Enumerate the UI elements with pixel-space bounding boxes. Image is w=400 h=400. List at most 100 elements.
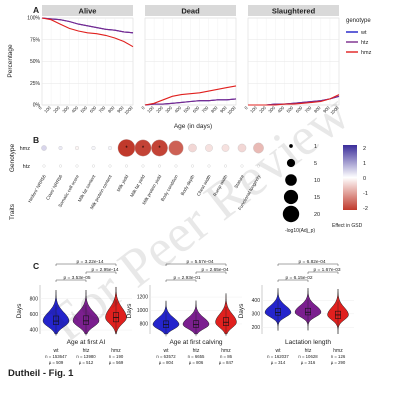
- category-label: hmz: [221, 348, 231, 354]
- trait-label: Stature: [233, 174, 245, 189]
- x-tick-label: 100: [43, 105, 52, 114]
- p-value-bracket: [307, 271, 339, 274]
- bubble: [42, 164, 46, 168]
- y-tick-label: 50%: [30, 59, 41, 65]
- x-tick-label: 200: [52, 105, 61, 114]
- bubble: [75, 164, 79, 168]
- bubble: [240, 164, 244, 168]
- facet-strip: [42, 5, 133, 16]
- y-axis-label: Genotype: [9, 144, 16, 173]
- p-value-bracket: [277, 263, 339, 266]
- x-tick-label: 200: [155, 105, 164, 114]
- n-label: n = 6655: [188, 354, 205, 359]
- series-line-hmz: [41, 17, 134, 48]
- y-tick-label: 1200: [137, 295, 148, 301]
- category-label: hmz: [111, 348, 121, 354]
- n-label: n = 126: [331, 354, 346, 359]
- x-tick-label: 0: [243, 105, 249, 111]
- x-tick-label: 800: [107, 105, 116, 114]
- p-value-label: p = 2.65e-04: [201, 267, 228, 273]
- bubble: [75, 146, 79, 150]
- x-tick-label: 900: [322, 105, 331, 114]
- p-value-label: p = 2.93e-01: [173, 275, 200, 281]
- x-tick-label: 1000: [226, 105, 237, 116]
- bubble: [125, 164, 128, 168]
- y-tick-label: 200: [252, 325, 261, 331]
- p-value-bracket: [277, 279, 309, 282]
- x-tick-label: 900: [116, 105, 125, 114]
- bubble: [205, 144, 213, 152]
- x-tick-label: 700: [304, 105, 313, 114]
- facet-title: Slaughtered: [272, 7, 316, 16]
- mean-label: µ = 512: [79, 360, 94, 365]
- significance-star: *: [158, 146, 161, 152]
- color-legend-bar: [343, 145, 357, 210]
- size-legend-label: 15: [314, 195, 320, 201]
- y-tick-label: 800: [30, 296, 39, 302]
- x-tick-label: 100: [146, 105, 155, 114]
- n-label: n = 162037: [267, 354, 289, 359]
- legend-title: genotype: [346, 18, 371, 24]
- size-legend-title: -log10(Adj_p): [285, 228, 315, 234]
- row-label: hmz: [20, 146, 31, 152]
- category-label: htz: [193, 348, 200, 354]
- y-tick-label: 600: [30, 312, 39, 318]
- size-legend-dot: [282, 205, 300, 223]
- bubble: [237, 143, 247, 153]
- row-label: htz: [23, 164, 31, 170]
- category-label: hmz: [333, 348, 343, 354]
- bubble: [221, 144, 230, 152]
- bubble: [108, 164, 112, 168]
- category-label: wt: [276, 348, 282, 354]
- x-tick-label: 400: [174, 105, 183, 114]
- bubble: [158, 164, 161, 168]
- y-axis-label: Percentage: [7, 44, 14, 78]
- x-tick-label: 700: [201, 105, 210, 114]
- y-tick-label: 100%: [27, 16, 40, 22]
- size-legend-dot: [285, 174, 297, 186]
- size-legend-label: 1: [314, 144, 317, 150]
- category-label: htz: [305, 348, 312, 354]
- x-tick-label: 500: [286, 105, 295, 114]
- box-wt: [53, 315, 59, 325]
- y-axis-label: Days: [238, 303, 245, 319]
- p-value-bracket: [85, 271, 117, 274]
- size-legend-label: 5: [314, 161, 317, 167]
- bubble: [257, 164, 260, 168]
- bubble: [188, 143, 197, 153]
- panel-c: C 400 600 800 p = 3.22e-14 p = 2.95e-14p = 3.…: [16, 259, 354, 365]
- panel-label-a: A: [33, 5, 39, 15]
- facet-title: Age at first AI: [67, 339, 106, 346]
- mean-label: µ = 290: [331, 360, 346, 365]
- panel-label-c: C: [33, 261, 39, 271]
- n-label: n = 153647: [45, 354, 67, 359]
- p-value-label: p = 6.15e-02: [285, 275, 312, 281]
- figure-caption: Dutheil - Fig. 1: [8, 368, 74, 379]
- bubble: [151, 139, 168, 157]
- mean-label: µ = 804: [159, 360, 174, 365]
- y-tick-label: 75%: [30, 37, 41, 43]
- bubble: [253, 142, 264, 154]
- facet-title: Alive: [79, 7, 97, 16]
- facet-title: Age at first calving: [169, 339, 222, 346]
- color-legend-tick: -2: [363, 206, 368, 212]
- series-line-hmz: [248, 94, 340, 106]
- size-legend-label: 10: [314, 178, 320, 184]
- category-label: wt: [54, 348, 60, 354]
- x-tick-label: 300: [164, 105, 173, 114]
- mean-label: µ = 847: [219, 360, 234, 365]
- p-value-bracket: [165, 263, 227, 266]
- facet-title: Dead: [181, 7, 200, 16]
- series-line-hmz: [144, 85, 237, 106]
- color-legend-tick: 2: [363, 146, 366, 152]
- bubble: [224, 164, 227, 168]
- n-label: n = 86: [220, 354, 233, 359]
- box-htz: [305, 307, 311, 316]
- x-tick-label: 600: [89, 105, 98, 114]
- size-legend-label: 20: [314, 212, 320, 218]
- significance-star: *: [142, 146, 145, 152]
- bubble: [41, 145, 47, 151]
- size-legend-dot: [286, 158, 296, 168]
- y-axis-label: Days: [16, 303, 23, 319]
